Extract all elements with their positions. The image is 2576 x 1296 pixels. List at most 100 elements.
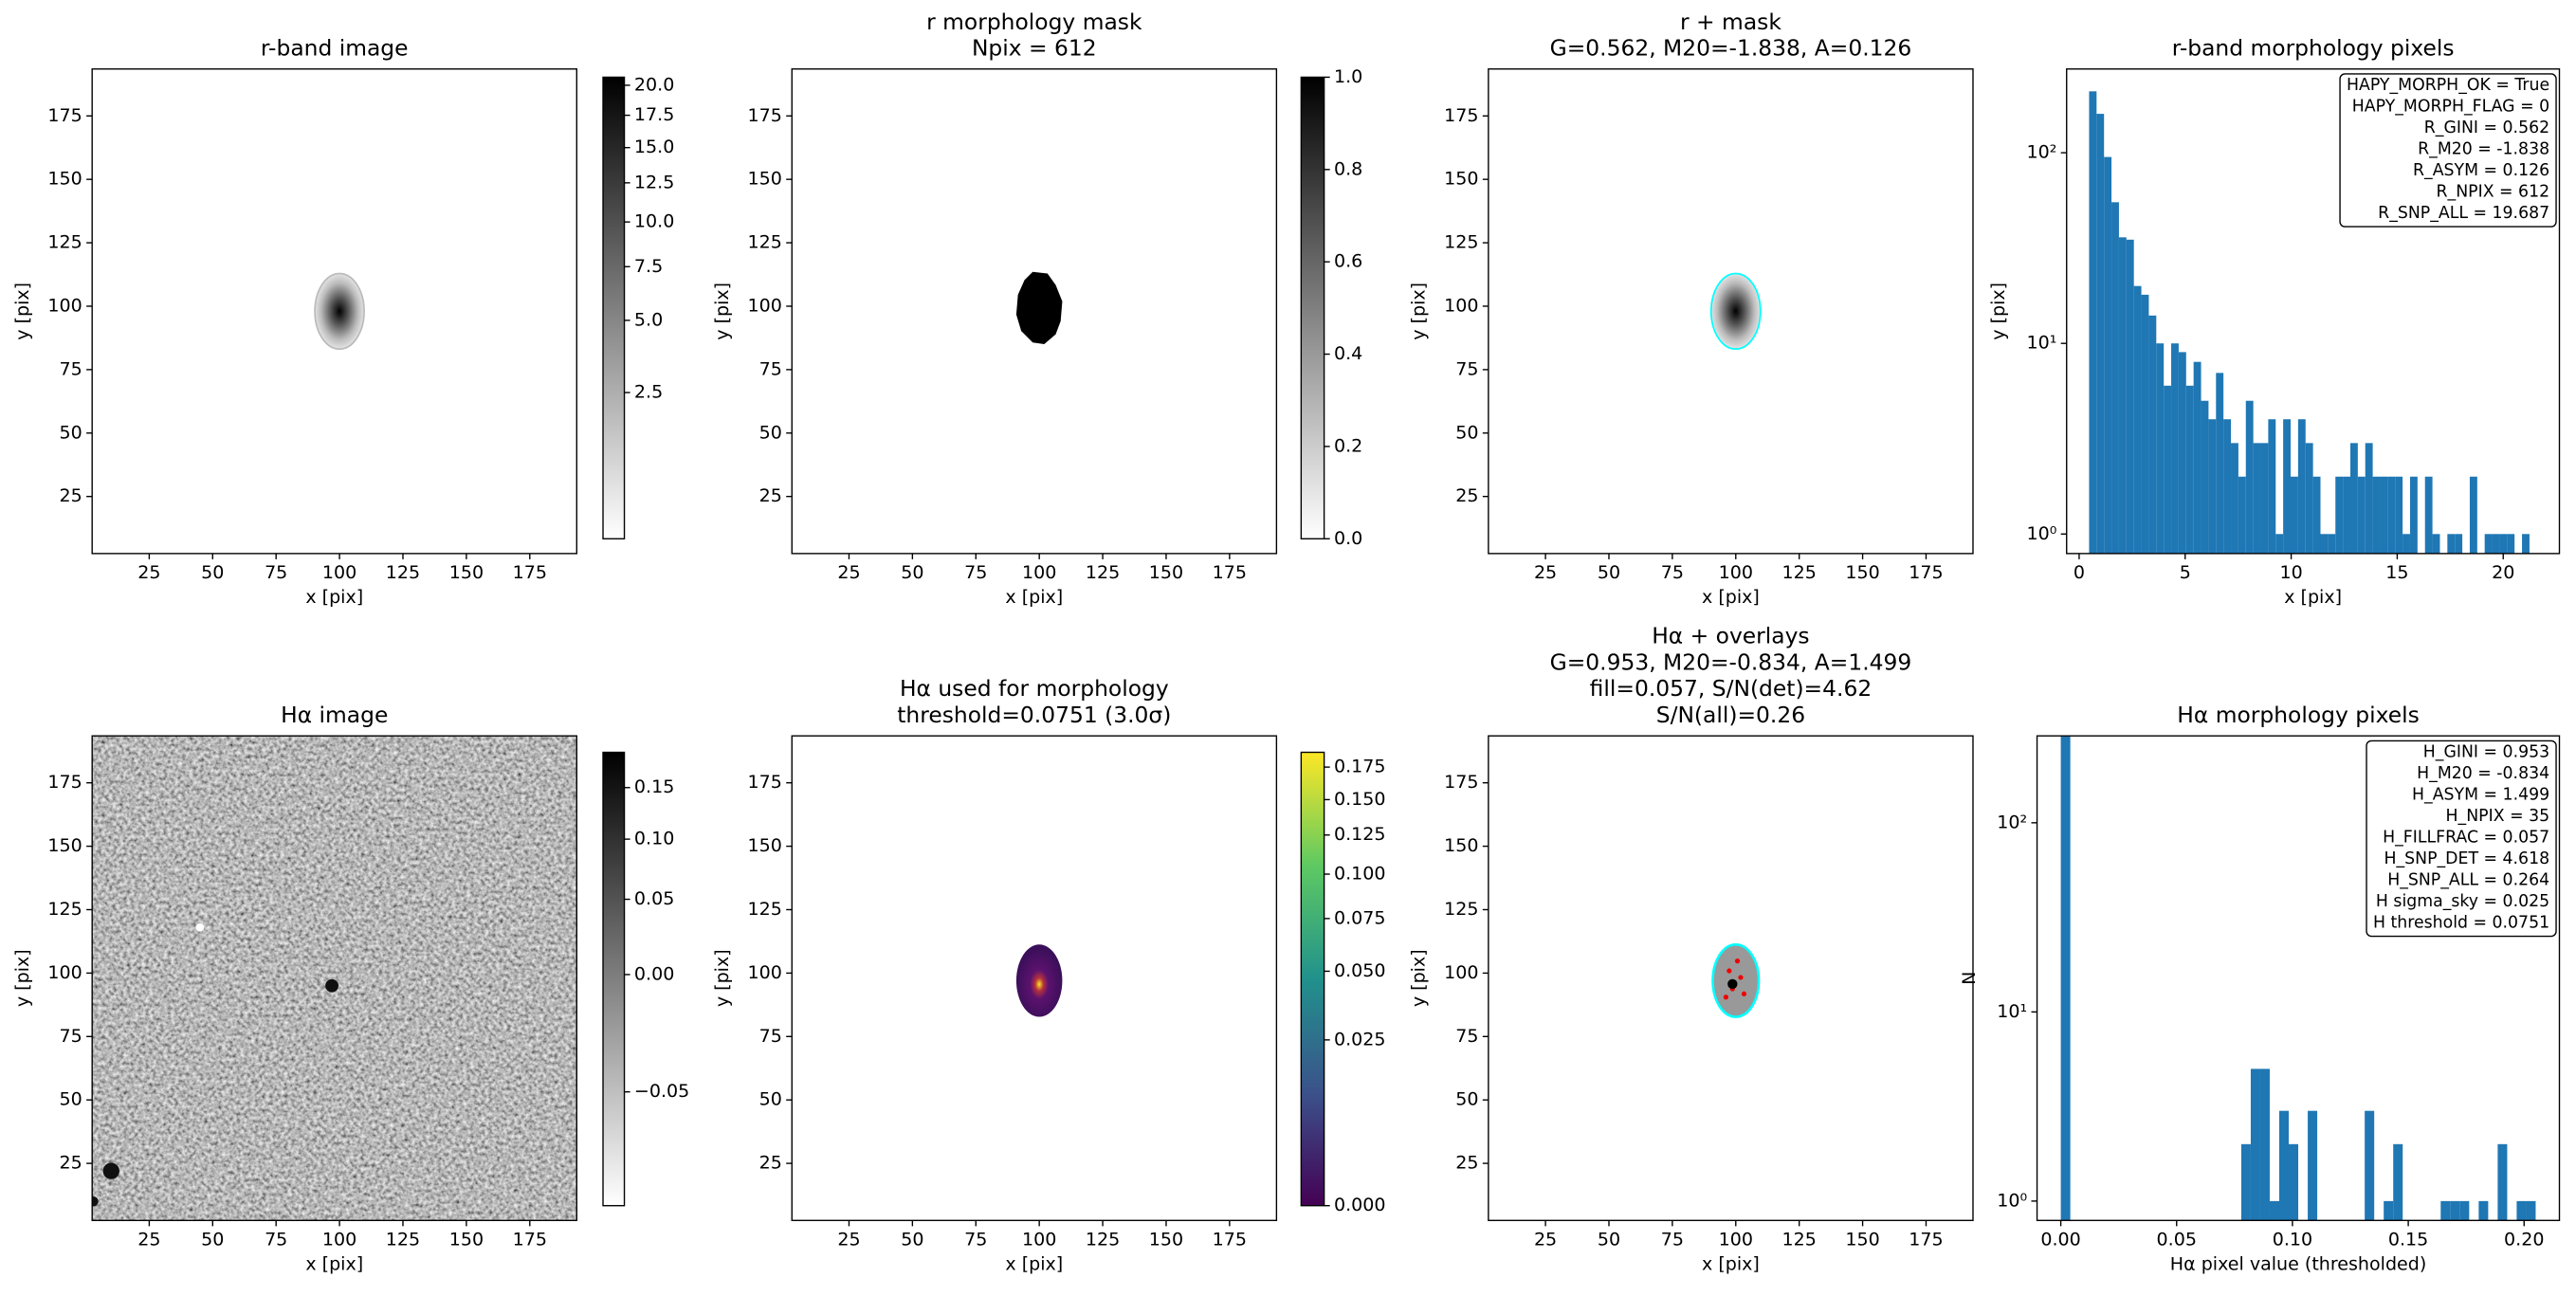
bar [2384,1200,2394,1221]
bar [2440,1200,2451,1221]
bar [2499,534,2508,554]
x-tick-label: 0.05 [2157,1230,2197,1250]
y-tick-label: 75 [60,1026,82,1047]
bar [2447,534,2456,554]
x-tick-label: 75 [964,562,987,583]
chart-title: Hα morphology pixels [2177,702,2419,728]
x-tick-label: 0 [2074,562,2085,583]
source [102,1162,119,1179]
x-tick-label: 10 [2279,562,2302,583]
x-tick-label: 25 [837,1230,860,1250]
bar [2522,534,2530,554]
bar [2291,476,2298,554]
bar [2240,1143,2251,1221]
x-tick-label: 125 [1086,562,1120,583]
y-tick-label: 10² [1997,812,2027,832]
ha-blob [1015,944,1063,1017]
x-tick-label: 0.00 [2040,1230,2080,1250]
bar [2223,419,2232,554]
x-axis-label: Hα pixel value (thresholded) [2170,1254,2427,1275]
y-tick-label: 150 [1444,835,1478,856]
bar [2372,476,2381,554]
bar [2118,237,2127,554]
colorbar-tick-label: 5.0 [634,309,663,330]
noise [92,736,577,1221]
bar [2171,343,2179,554]
bar [2450,1200,2460,1221]
x-tick-label: 50 [1598,1230,1620,1250]
bar [2312,476,2321,554]
y-tick-label: 150 [47,835,82,856]
y-tick-label: 125 [748,232,782,253]
axes-frame [1488,735,1974,1221]
colorbar-tick-label: 0.05 [634,888,674,909]
mask-blob [1015,271,1063,344]
y-tick-label: 50 [60,422,82,443]
x-tick-label: 0.15 [2388,1230,2428,1250]
bar [2104,156,2112,554]
annotation-line: H_NPIX = 35 [2446,807,2550,826]
colorbar-tick-label: 17.5 [634,104,674,125]
galaxy [314,272,365,351]
bar [2459,1200,2470,1221]
x-tick-label: 100 [1719,562,1753,583]
y-axis-label: y [pix] [1409,283,1430,340]
colorbar [1300,751,1325,1207]
y-tick-label: 25 [60,1153,82,1174]
x-tick-label: 75 [964,1230,987,1250]
y-tick-label: 175 [748,105,782,126]
bar [2250,1068,2260,1221]
y-tick-label: 100 [748,295,782,316]
bar [2478,1200,2489,1221]
y-axis-label: y [pix] [1409,949,1430,1007]
y-tick-label: 150 [748,169,782,190]
y-axis-label: y [pix] [1988,283,2009,340]
bar [2297,419,2306,554]
x-tick-label: 125 [1781,562,1816,583]
colorbar-tick-label: 0.6 [1334,251,1362,272]
chart-title: Hα + overlays [1652,623,1809,649]
x-tick-label: 25 [837,562,860,583]
bar [2335,476,2344,554]
chart-title: threshold=0.0751 (3.0σ) [897,702,1171,728]
source [325,978,338,993]
x-tick-label: 175 [1909,562,1943,583]
y-tick-label: 50 [1455,422,1478,443]
plot-area [92,736,577,1221]
annotation-line: H_FILLFRAC = 0.057 [2383,829,2549,848]
colorbar-tick-label: 2.5 [634,382,663,403]
y-tick-label: 175 [47,105,82,126]
colorbar-tick-label: 0.8 [1334,158,1362,179]
x-tick-label: 100 [1719,1230,1753,1250]
x-tick-label: 150 [1149,562,1183,583]
colorbar-tick-label: 0.025 [1334,1029,1386,1050]
colorbar-tick-label: 0.175 [1334,757,1386,777]
chart-title: r-band morphology pixels [2172,34,2455,61]
chart-title: r morphology mask [926,9,1142,35]
overlay-dot [1734,958,1741,964]
bar [2201,400,2209,554]
bar [2492,534,2500,554]
bar [2148,315,2157,554]
bar [2268,419,2276,554]
y-tick-label: 75 [60,358,82,379]
y-tick-label: 125 [47,899,82,920]
bar [2275,534,2284,554]
x-tick-label: 75 [1661,562,1684,583]
colorbar [1300,76,1325,539]
y-tick-label: 175 [47,772,82,793]
bar [2357,476,2366,554]
annotation-line: R_GINI = 0.562 [2424,119,2549,137]
plot-area [314,272,365,351]
x-axis-label: x [pix] [1702,1254,1760,1275]
bar [2365,443,2373,554]
annotation-line: HAPY_MORPH_OK = True [2347,76,2549,95]
axes-frame [791,68,1278,555]
x-tick-label: 175 [513,1230,547,1250]
chart-title: Hα used for morphology [900,675,1169,702]
colorbar [602,76,626,539]
x-tick-label: 125 [386,562,420,583]
x-tick-label: 25 [1534,562,1557,583]
colorbar-tick-label: 12.5 [634,172,674,192]
